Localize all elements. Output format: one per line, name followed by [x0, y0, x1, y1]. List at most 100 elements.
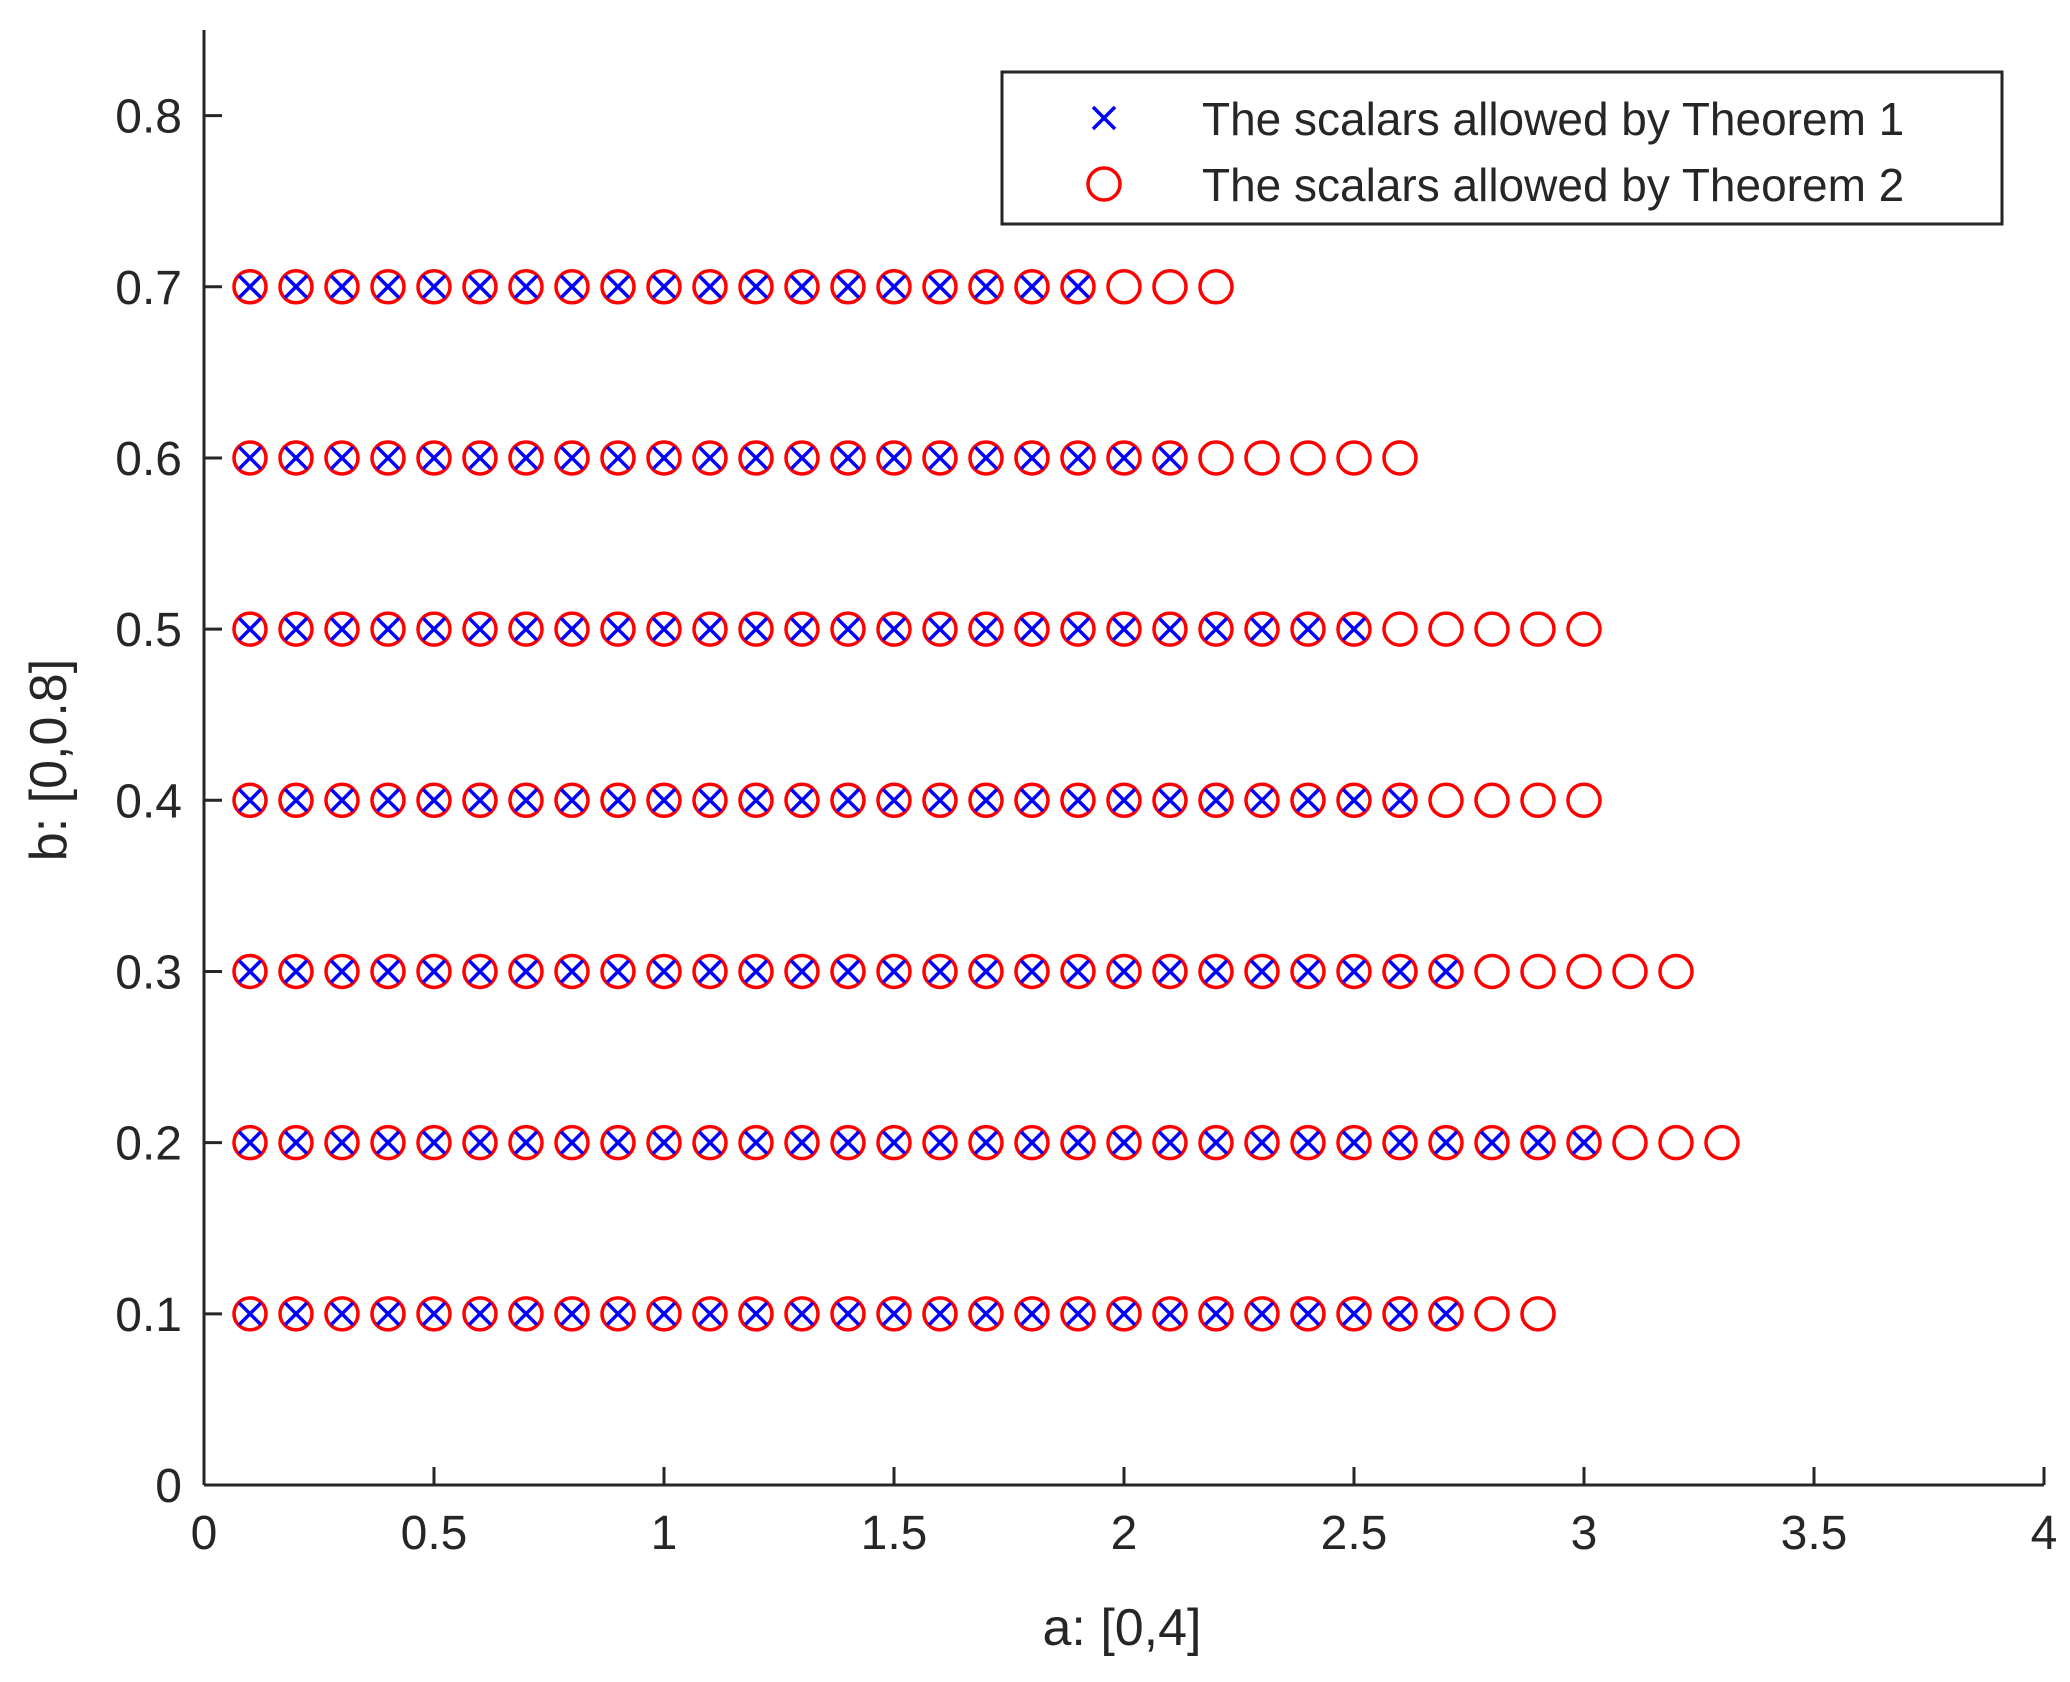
theorem1-point [1341, 788, 1367, 813]
x-marker-stroke [789, 1130, 815, 1155]
theorem1-point [375, 616, 401, 642]
theorem2-point [784, 782, 820, 819]
x-marker-stroke [375, 274, 401, 300]
theorem1-point [605, 445, 631, 471]
theorem2-point [1106, 611, 1142, 647]
theorem1-point [375, 959, 401, 984]
theorem1-point [881, 274, 907, 300]
theorem2-point [462, 1124, 498, 1161]
x-marker-stroke [973, 274, 999, 300]
theorem2-point [692, 611, 728, 647]
theorem1-point [329, 788, 355, 813]
theorem2-point [508, 440, 544, 476]
theorem2-point [1106, 1296, 1142, 1332]
y-tick-label: 0.2 [115, 1118, 182, 1171]
theorem1-point [1019, 274, 1045, 300]
legend-marker-circle [1086, 166, 1122, 202]
theorem1-point [375, 445, 401, 471]
theorem2-point [1014, 440, 1050, 476]
theorem2-point [784, 269, 820, 305]
theorem1-point [605, 1301, 631, 1327]
x-marker-stroke [605, 1130, 631, 1155]
theorem2-point [1290, 953, 1326, 990]
x-marker-stroke [1111, 616, 1137, 642]
theorem2-point [1244, 953, 1280, 990]
theorem2-point [324, 440, 360, 476]
x-marker-stroke [743, 274, 769, 300]
x-marker-stroke [973, 959, 999, 984]
theorem1-point [743, 959, 769, 984]
theorem1-point [513, 788, 539, 813]
theorem2-point [968, 782, 1004, 819]
theorem1-point [1065, 616, 1091, 642]
theorem1-point [559, 616, 585, 642]
theorem2-point [1336, 440, 1372, 476]
theorem2-point [232, 782, 268, 819]
theorem2-point [876, 269, 912, 305]
theorem2-point [554, 440, 590, 476]
theorem1-point [237, 445, 263, 471]
x-marker-stroke [973, 445, 999, 471]
theorem2-point [1336, 782, 1372, 819]
theorem2-point [1658, 953, 1694, 990]
theorem1-point [329, 616, 355, 642]
theorem1-point [651, 1130, 677, 1155]
theorem2-point [278, 611, 314, 647]
theorem2-point [646, 1296, 682, 1332]
x-marker-stroke [283, 274, 309, 300]
x-marker-stroke [1295, 788, 1321, 813]
x-marker-stroke [697, 274, 723, 300]
x-marker-stroke [651, 788, 677, 813]
theorem2-point [554, 611, 590, 647]
theorem2-point [1152, 953, 1188, 990]
theorem1-point [421, 616, 447, 642]
theorem1-point [1019, 616, 1045, 642]
theorem2-point [692, 782, 728, 819]
x-marker-stroke [881, 788, 907, 813]
theorem1-point [789, 1130, 815, 1155]
x-marker-stroke [1525, 1130, 1551, 1155]
theorem2-point [1428, 1296, 1464, 1332]
theorem1-point [467, 616, 493, 642]
theorem1-point [881, 1130, 907, 1155]
theorem1-point [1203, 788, 1229, 813]
theorem2-point [830, 782, 866, 819]
theorem2-point [462, 440, 498, 476]
x-marker-stroke [1387, 959, 1413, 984]
theorem2-point [784, 1296, 820, 1332]
theorem2-point [324, 953, 360, 990]
theorem2-point [1106, 440, 1142, 476]
theorem1-point [927, 788, 953, 813]
theorem1-point [1065, 1130, 1091, 1155]
y-tick-label: 0.6 [115, 433, 182, 486]
theorem2-point [1290, 1296, 1326, 1332]
theorem2-point [1106, 782, 1142, 819]
theorem1-point [927, 274, 953, 300]
theorem1-point [283, 1301, 309, 1327]
theorem2-point [416, 611, 452, 647]
theorem1-point [1571, 1130, 1597, 1155]
theorem2-point [738, 953, 774, 990]
theorem1-point [467, 1130, 493, 1155]
theorem2-point [278, 1296, 314, 1332]
theorem2-point [1152, 1296, 1188, 1332]
legend-label: The scalars allowed by Theorem 1 [1202, 93, 1904, 145]
theorem2-point [1244, 611, 1280, 647]
x-tick-label: 2.5 [1321, 1507, 1388, 1560]
theorem2-point [1060, 440, 1096, 476]
x-marker-stroke [513, 445, 539, 471]
x-marker-stroke [743, 616, 769, 642]
x-marker-stroke [237, 274, 263, 300]
theorem2-point [370, 440, 406, 476]
theorem1-point [835, 445, 861, 471]
x-marker-stroke [1065, 616, 1091, 642]
theorem1-point [651, 788, 677, 813]
x-marker-stroke [559, 616, 585, 642]
x-marker-stroke [743, 445, 769, 471]
theorem2-point [1658, 1124, 1694, 1161]
theorem1-point [1295, 959, 1321, 984]
theorem1-point [283, 445, 309, 471]
theorem1-point [973, 274, 999, 300]
x-marker-stroke [1019, 788, 1045, 813]
theorem2-point [1198, 611, 1234, 647]
